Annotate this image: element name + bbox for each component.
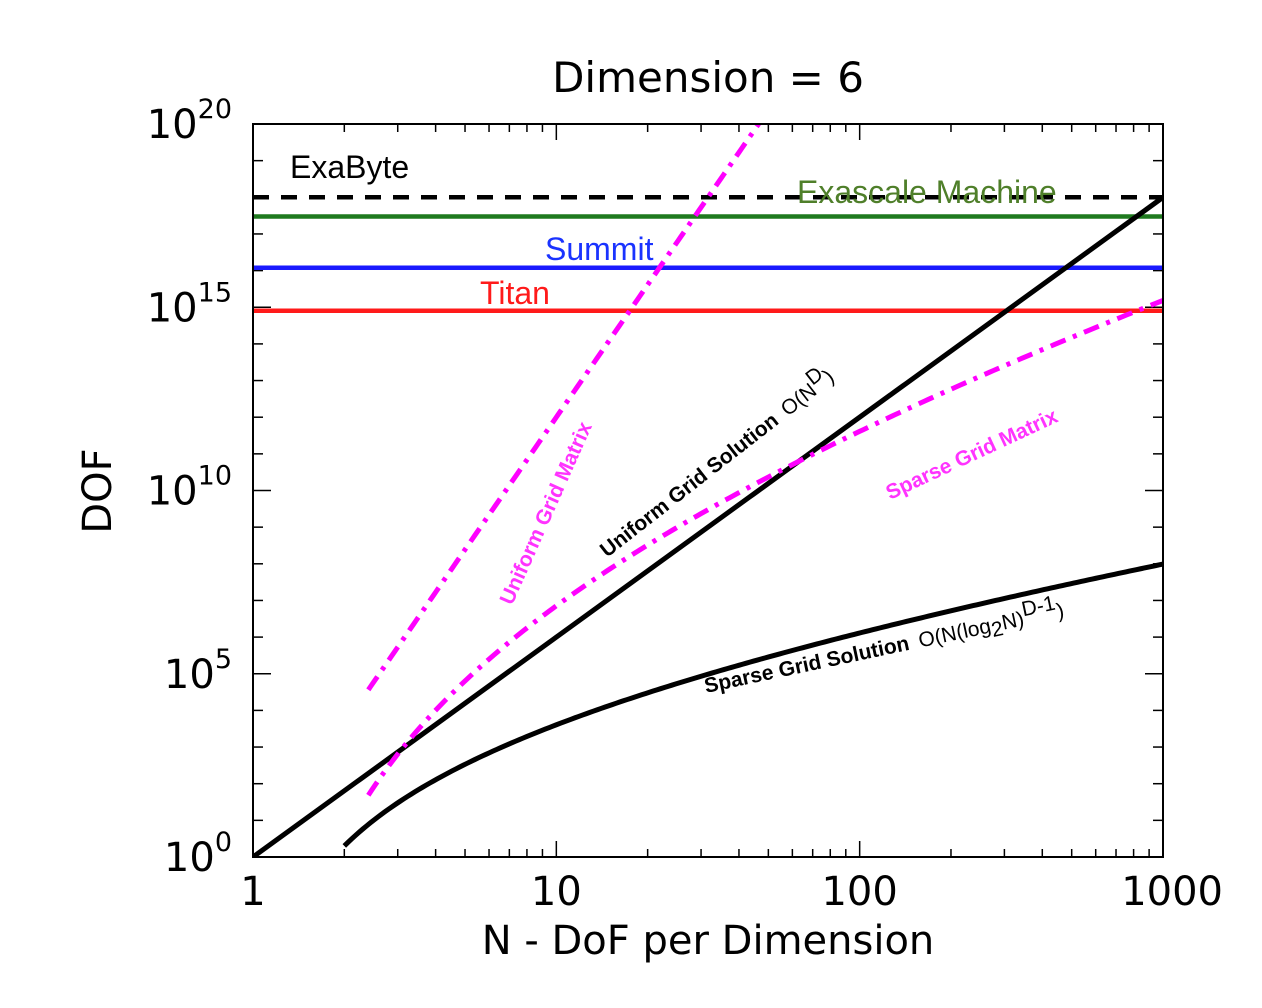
y-tick-label: 1020 bbox=[147, 94, 232, 148]
y-tick-label: 105 bbox=[164, 644, 232, 698]
x-tick-label: 100 bbox=[821, 869, 897, 915]
y-tick-labels: 100 105 1010 1015 1020 bbox=[147, 94, 232, 881]
series-label-sparse-matrix: Sparse Grid Matrix bbox=[882, 405, 1061, 505]
sparse-solution-order-end: ) bbox=[1054, 599, 1066, 623]
ref-label-exascale: Exascale Machine bbox=[797, 174, 1057, 210]
sparse-solution-order-mid: N) bbox=[1000, 608, 1026, 635]
x-tick-label: 1 bbox=[240, 869, 265, 915]
x-tick-label: 1000 bbox=[1121, 869, 1223, 915]
series-line-2 bbox=[342, 561, 1163, 848]
y-tick-label: 1015 bbox=[147, 277, 232, 331]
series-lines bbox=[253, 124, 1163, 857]
minor-ticks bbox=[253, 124, 1163, 857]
y-tick-label: 1010 bbox=[147, 461, 232, 515]
ref-label-titan: Titan bbox=[480, 275, 550, 311]
ref-label-exabyte: ExaByte bbox=[290, 149, 409, 185]
series-label-uniform-matrix: Uniform Grid Matrix bbox=[496, 418, 597, 608]
ref-label-summit: Summit bbox=[545, 231, 654, 267]
sparse-solution-order-sub: 2 bbox=[989, 617, 1005, 642]
series-line-0 bbox=[253, 195, 1163, 857]
sparse-solution-order: O(N(log bbox=[916, 615, 993, 653]
x-tick-labels: 1 10 100 1000 bbox=[240, 869, 1223, 915]
major-ticks bbox=[252, 123, 1164, 858]
y-tick-label: 100 bbox=[164, 827, 232, 881]
series-line-3 bbox=[366, 298, 1163, 797]
y-axis-label: DOF bbox=[75, 448, 121, 533]
chart-title: Dimension = 6 bbox=[552, 53, 864, 102]
reference-line-labels: ExaByte Exascale Machine Summit Titan bbox=[290, 149, 1057, 311]
x-axis-label: N - DoF per Dimension bbox=[482, 918, 935, 964]
series-line-1 bbox=[366, 124, 762, 692]
x-tick-label: 10 bbox=[531, 869, 582, 915]
plot-frame bbox=[252, 123, 1164, 858]
reference-lines bbox=[253, 195, 1163, 314]
series-label-sparse-solution: Sparse Grid Solution O(N(log2N)D-1) bbox=[700, 590, 1067, 703]
